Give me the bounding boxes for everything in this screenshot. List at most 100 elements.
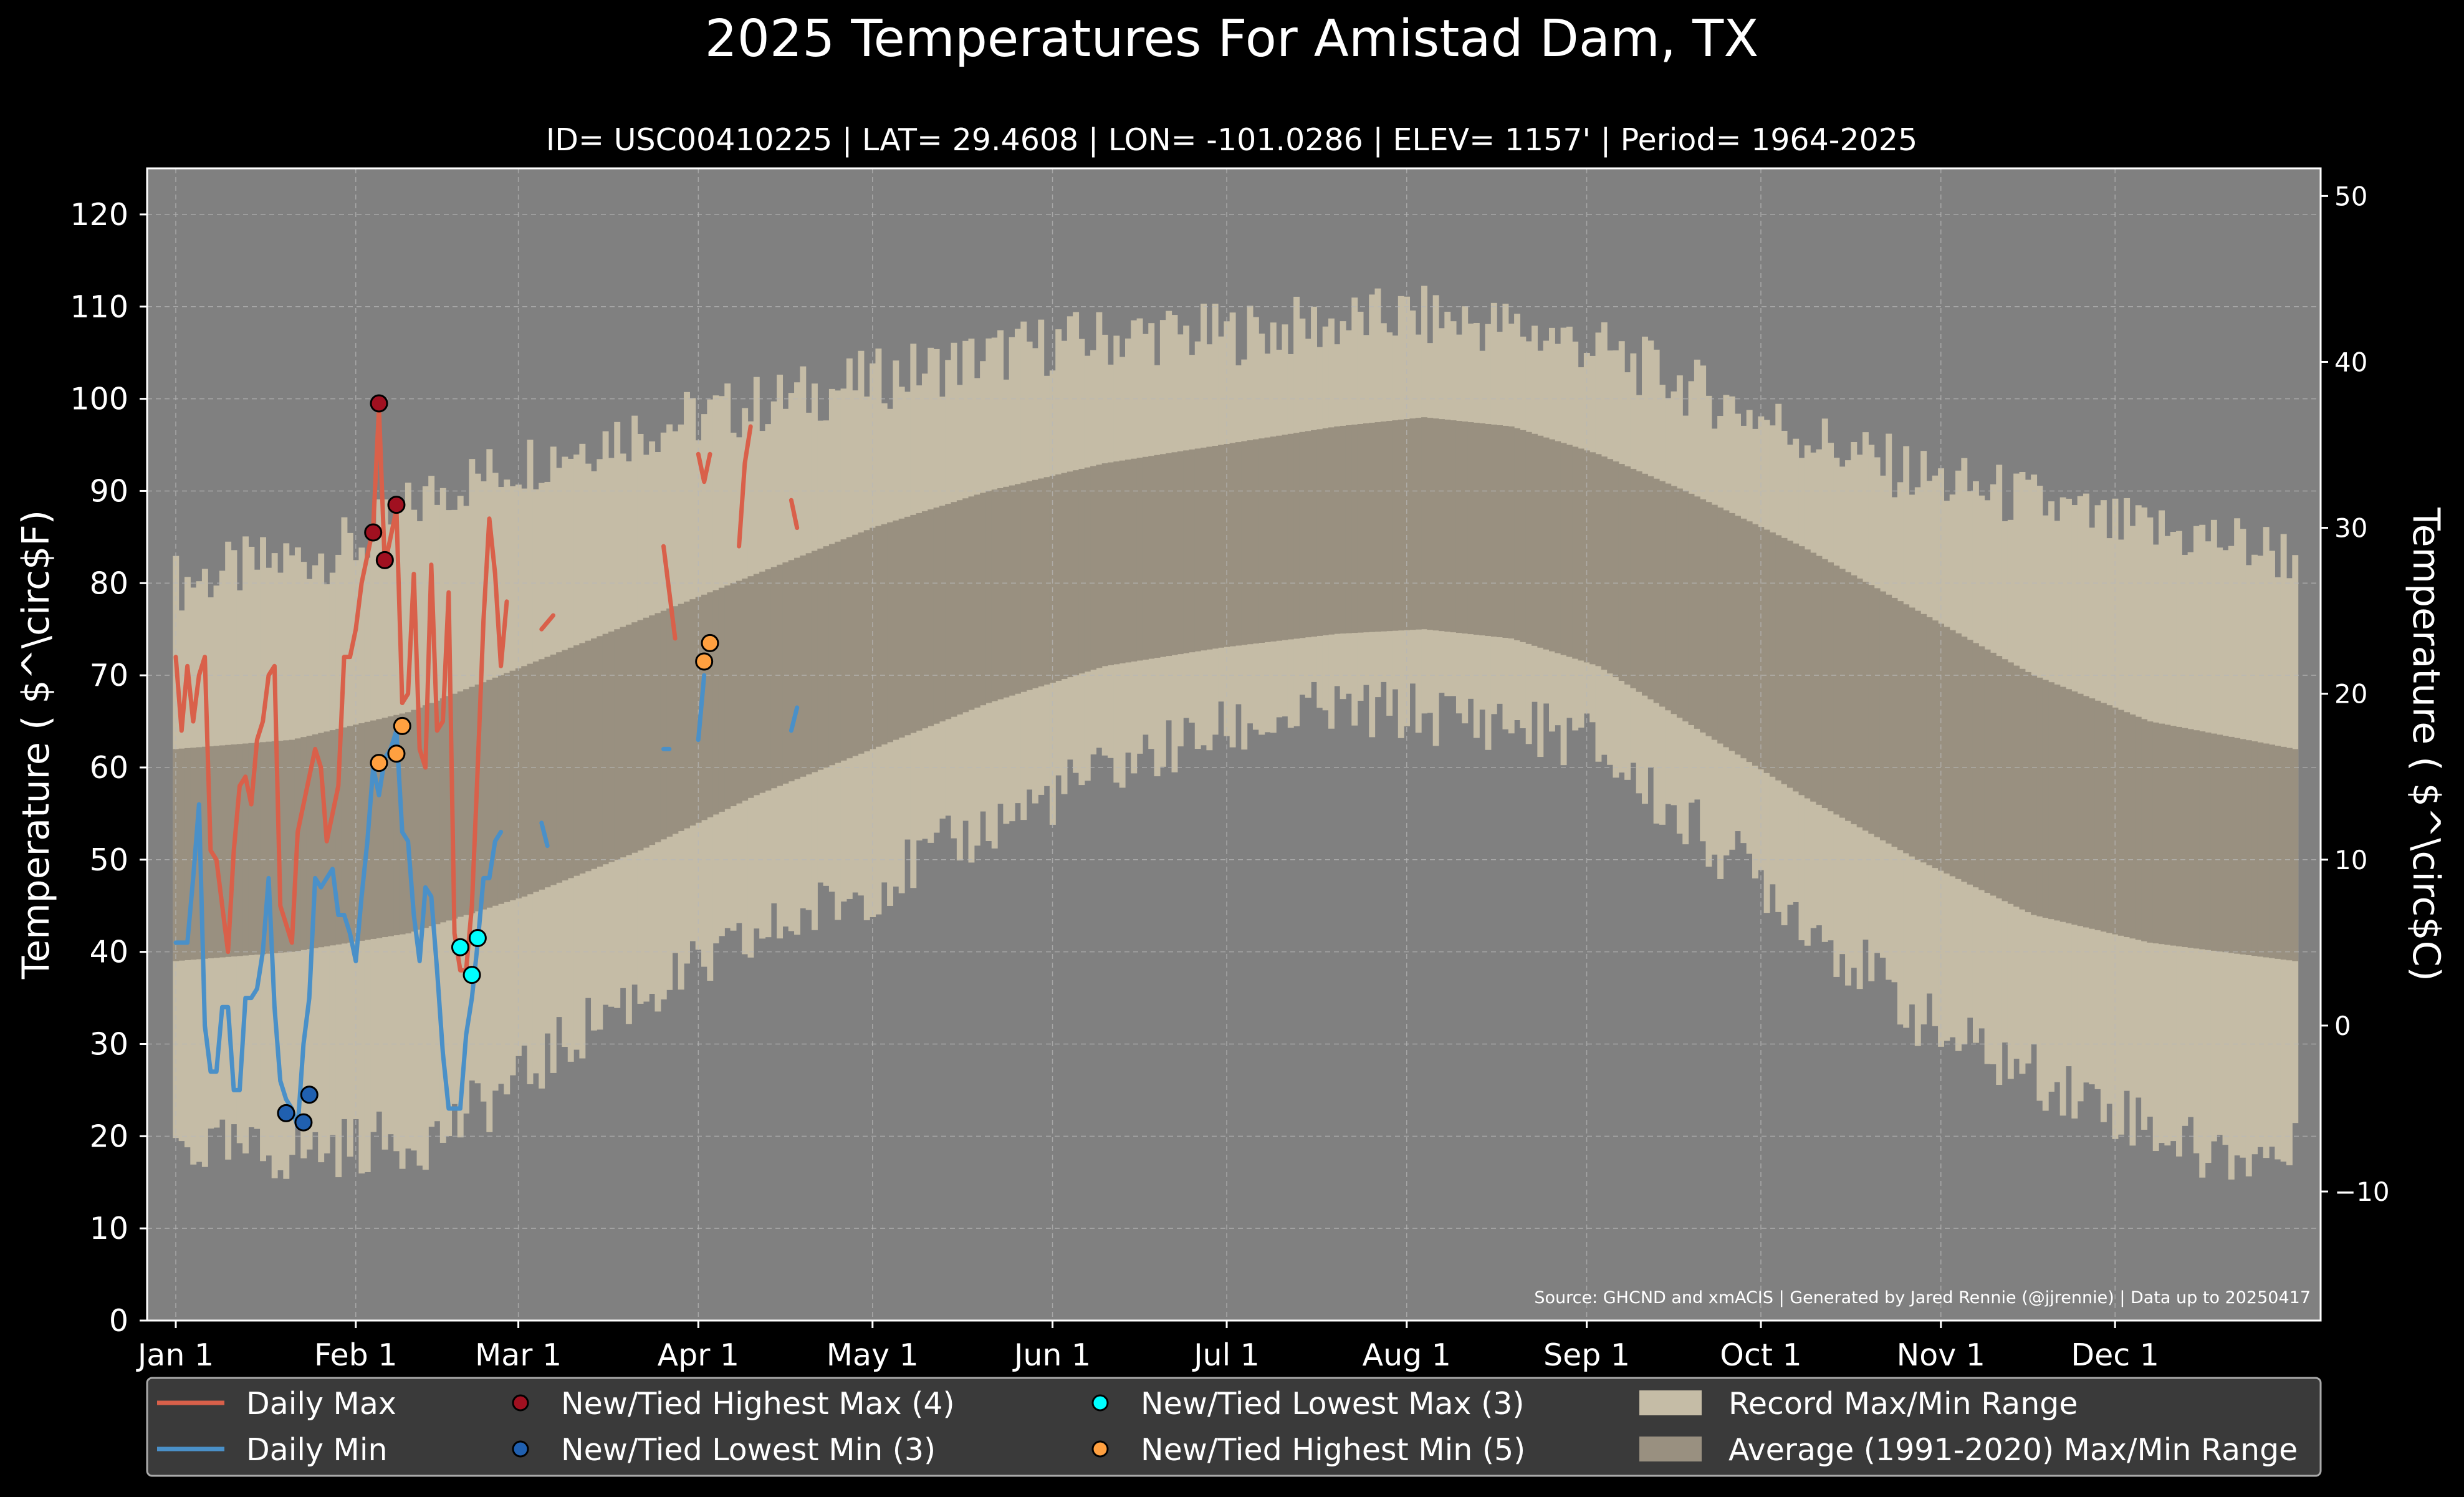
legend-label: New/Tied Highest Min (5): [1141, 1432, 1525, 1468]
daily-min-line: [696, 673, 707, 743]
normal-range-bar: [1525, 431, 1532, 644]
normal-range-bar: [242, 743, 249, 956]
normal-range-bar: [2263, 743, 2270, 958]
normal-range-bar: [236, 744, 243, 956]
x-tick-label: Dec 1: [2071, 1337, 2159, 1373]
normal-range-bar: [887, 522, 894, 743]
normal-range-bar: [201, 746, 208, 959]
normal-range-bar: [1543, 437, 1550, 650]
normal-range-bar: [2071, 691, 2078, 925]
normal-range-bar: [840, 539, 847, 761]
normal-range-bar: [416, 707, 423, 930]
normal-range-bar: [573, 645, 580, 876]
x-tick-label: Aug 1: [1363, 1337, 1451, 1373]
normal-range-bar: [1166, 453, 1172, 657]
normal-range-bar: [2001, 659, 2008, 902]
record-high-max-marker: [364, 523, 383, 542]
normal-range-bar: [2135, 716, 2142, 940]
normal-range-bar: [451, 693, 458, 919]
legend: Daily Max Daily Min New/Tied Highest Max (…: [146, 1377, 2322, 1477]
legend-label: New/Tied Lowest Min (3): [561, 1432, 936, 1468]
normal-range-bar: [1874, 588, 1881, 837]
record-low-min-marker: [300, 1085, 319, 1104]
normal-range-bar: [527, 663, 534, 895]
normal-range-bar: [2083, 696, 2089, 928]
normal-range-bar: [817, 548, 824, 770]
normal-range-bar: [1101, 463, 1108, 667]
normal-range-bar: [2124, 712, 2131, 937]
normal-range-bar: [1828, 562, 1834, 812]
normal-range-bar: [2193, 730, 2200, 949]
normal-range-bar: [1711, 504, 1718, 740]
normal-range-bar: [2094, 700, 2101, 930]
normal-range-bar: [1752, 524, 1758, 766]
normal-range-bar: [271, 741, 278, 953]
normal-range-bar: [1944, 627, 1950, 874]
normal-range-bar: [712, 590, 719, 815]
normal-range-bar: [1427, 418, 1434, 630]
normal-range-bar: [1868, 585, 1875, 834]
normal-range-bar: [532, 661, 539, 892]
normal-range-bar: [1700, 499, 1707, 733]
normal-range-bar: [1775, 535, 1782, 781]
normal-range-bar: [980, 493, 987, 706]
normal-range-bar: [1311, 430, 1317, 637]
normal-range-bar: [910, 514, 917, 733]
normal-range-bar: [2054, 684, 2061, 921]
normal-range-bar: [1159, 454, 1166, 657]
normal-range-bar: [1647, 476, 1654, 700]
normal-range-bar: [2286, 748, 2293, 961]
normal-range-bar: [881, 524, 888, 744]
normal-range-bar: [1194, 448, 1201, 652]
y-tick-label-left: 80: [90, 566, 128, 601]
normal-range-bar: [178, 748, 185, 961]
normal-range-bar: [1148, 456, 1155, 659]
normal-range-bar: [1247, 440, 1254, 645]
normal-range-bar: [1119, 460, 1126, 663]
normal-range-bar: [550, 654, 557, 885]
normal-range-bar: [2222, 736, 2229, 953]
normal-range-bar: [341, 727, 348, 944]
normal-range-bar: [614, 629, 621, 860]
normal-range-bar: [2251, 741, 2258, 956]
normal-range-bar: [306, 735, 313, 950]
normal-range-bar: [1235, 442, 1242, 646]
normal-range-bar: [1502, 425, 1509, 638]
normal-range-bar: [898, 518, 905, 738]
normal-range-bar: [2036, 677, 2043, 917]
normal-range-bar: [928, 509, 934, 726]
normal-range-bar: [1455, 421, 1462, 633]
normal-range-bar: [1566, 445, 1573, 657]
daily-max-line: [696, 451, 712, 484]
normal-range-bar: [1607, 459, 1614, 674]
normal-range-bar: [1171, 452, 1178, 655]
normal-range-bar: [1508, 426, 1515, 638]
normal-range-bar: [1264, 437, 1271, 642]
y-tick-label-left: 20: [90, 1119, 128, 1154]
y-tick-label-right: 50: [2334, 181, 2367, 211]
legend-items: Daily Max Daily Min New/Tied Highest Max (…: [157, 1386, 2298, 1468]
normal-range-bar: [2234, 738, 2241, 954]
normal-range-bar: [358, 723, 365, 941]
x-tick-label: Jun 1: [1012, 1337, 1091, 1373]
normal-range-bar: [1688, 493, 1695, 725]
x-tick-label: Jan 1: [136, 1337, 214, 1373]
normal-range-bar: [1020, 483, 1027, 692]
normal-range-bar: [828, 544, 835, 766]
normal-range-bar: [509, 670, 516, 900]
normal-range-bar: [1955, 633, 1962, 879]
normal-range-bar: [904, 516, 911, 736]
normal-range-bar: [1990, 652, 1997, 896]
normal-range-bar: [434, 700, 441, 925]
normal-range-bar: [1113, 461, 1120, 665]
normal-range-bar: [1189, 449, 1196, 653]
normal-range-bar: [504, 673, 511, 902]
normal-range-bar: [1798, 546, 1805, 796]
normal-range-bar: [2182, 728, 2188, 947]
normal-range-bar: [1821, 559, 1828, 809]
normal-range-bar: [1316, 429, 1323, 636]
normal-range-bar: [1392, 420, 1399, 631]
normal-range-bar: [347, 726, 353, 943]
normal-range-bar: [1909, 607, 1915, 857]
normal-range-bar: [747, 576, 754, 798]
